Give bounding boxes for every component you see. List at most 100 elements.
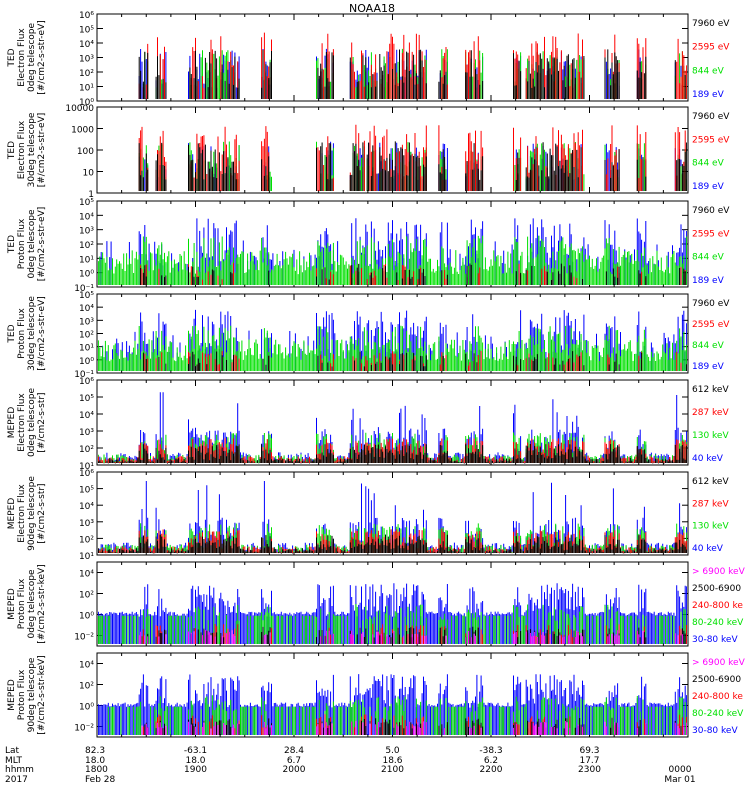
y-tick-label: 10⁴ xyxy=(79,304,94,314)
x-axis-cell-hhmm: 2200 xyxy=(480,765,503,775)
legend-entry: 844 eV xyxy=(692,253,725,263)
y-axis-label-line: 30deg telescope xyxy=(27,296,37,371)
x-axis-cell-mlt: 6.2 xyxy=(484,756,498,766)
y-axis-label-line: [#/cm2-s-str-eV] xyxy=(37,113,47,188)
legend-entry: 2595 eV xyxy=(692,135,730,145)
y-axis-label-line: TED xyxy=(7,141,17,160)
flux-trace-4 xyxy=(140,263,686,285)
panel-5: 10¹ 10² 10³ 10⁴ 10⁵ 10⁶ MEPED Electron Flux 0deg… xyxy=(7,377,729,472)
x-axis-cell-hhmm: 2100 xyxy=(381,765,404,775)
x-axis-cell-lat: -38.3 xyxy=(479,746,502,756)
y-axis-label-line: MEPED xyxy=(7,588,17,620)
x-axis-cell-mlt: 18.6 xyxy=(382,756,402,766)
y-tick-label: 10⁴ xyxy=(79,661,94,671)
legend-entry: 844 eV xyxy=(692,66,725,76)
y-tick-label: 10⁰ xyxy=(79,703,94,713)
flux-trace-5 xyxy=(141,721,687,735)
y-tick-label: 10⁶ xyxy=(79,469,94,479)
y-tick-label: 10⁻¹ xyxy=(74,284,94,294)
legend-entry: 189 eV xyxy=(692,90,725,100)
x-axis-row-label: MLT xyxy=(5,756,23,766)
y-axis-label-line: MEPED xyxy=(7,679,17,711)
y-tick-label: 10 xyxy=(83,169,95,179)
flux-trace-4 xyxy=(98,534,687,554)
flux-trace-4 xyxy=(98,444,687,464)
x-axis-cell-hhmm: 0000 xyxy=(669,765,692,775)
legend-entry: 189 eV xyxy=(692,362,725,372)
y-tick-label: 10¹ xyxy=(79,552,94,562)
legend-entry: 612 keV xyxy=(692,477,729,487)
x-axis-cell-mlt: 17.7 xyxy=(579,756,599,766)
x-axis-row-label: Lat xyxy=(5,746,20,756)
legend-entry: 189 eV xyxy=(692,276,725,286)
y-tick-label: 10² xyxy=(79,445,94,455)
y-tick-label: 10³ xyxy=(79,428,94,438)
y-axis-label-line: 0deg telescope xyxy=(27,388,37,458)
legend-entry: 2595 eV xyxy=(692,229,730,239)
y-tick-label: 10¹ xyxy=(79,84,94,94)
legend-entry: > 6900 keV xyxy=(692,658,746,668)
panel-traces xyxy=(138,124,687,191)
x-axis-cell-lat: 5.0 xyxy=(385,746,400,756)
x-axis-cell-hhmm: 2000 xyxy=(283,765,306,775)
y-axis-label-line: TED xyxy=(7,324,17,343)
y-axis-label-line: Electron Flux xyxy=(17,393,27,452)
y-tick-label: 10⁻² xyxy=(74,724,94,734)
legend-entry: 189 eV xyxy=(692,182,725,192)
y-tick-label: 10⁵ xyxy=(79,291,94,301)
legend-entry: 80-240 keV xyxy=(692,618,744,628)
y-axis-label-line: [#/cm2-s-str-eV] xyxy=(37,296,47,371)
y-tick-label: 10¹ xyxy=(79,255,94,265)
legend-entry: 130 keV xyxy=(692,522,729,532)
legend-entry: 2595 eV xyxy=(692,320,730,330)
x-axis-cell-date: Feb 28 xyxy=(85,775,116,785)
flux-trace-4 xyxy=(138,141,687,191)
panel-1: 10⁰ 10¹ 10² 10³ 10⁴ 10⁵ 10⁶ TED Electron Flux 0de… xyxy=(7,11,730,108)
y-tick-label: 10⁶ xyxy=(79,11,94,21)
panel-3: 10⁻¹ 10⁰ 10¹ 10² 10³ 10⁴ 10⁵ TED Proton Flux 0deg… xyxy=(7,198,730,294)
legend-entry: 844 eV xyxy=(692,341,725,351)
legend-entry: 240-800 ke xyxy=(692,692,743,702)
y-tick-label: 10² xyxy=(79,331,94,341)
y-axis-label-line: 0deg telescope xyxy=(27,569,37,639)
legend-entry: 287 keV xyxy=(692,499,729,509)
y-tick-label: 10⁵ xyxy=(79,26,94,36)
y-tick-label: 10¹ xyxy=(79,462,94,472)
y-tick-label: 10⁰ xyxy=(79,612,94,622)
panel-traces xyxy=(98,583,687,644)
legend-entry: 2500-6900 xyxy=(692,675,741,685)
y-tick-label: 10⁵ xyxy=(79,486,94,496)
legend-entry: 7960 eV xyxy=(692,299,730,309)
flux-trace-2 xyxy=(107,695,686,735)
y-axis-label-line: 0deg telescope xyxy=(27,209,37,279)
y-tick-label: 10⁰ xyxy=(79,270,94,280)
y-axis-label-line: [#/cm2-s-str-eV] xyxy=(37,20,47,95)
x-axis-cell-hhmm: 1900 xyxy=(184,765,207,775)
panel-7: 10⁻² 10⁰ 10² 10⁴ MEPED Proton Flux 0deg telesc… xyxy=(7,561,746,647)
y-axis-label-line: 90deg telescope xyxy=(27,657,37,732)
legend-entry: 7960 eV xyxy=(692,206,730,216)
y-tick-label: 100 xyxy=(77,147,94,157)
y-tick-label: 10² xyxy=(79,535,94,545)
panel-traces xyxy=(98,481,687,554)
legend-entry: 30-80 keV xyxy=(692,635,738,645)
y-axis-label-line: [#/cm2-s-str] xyxy=(37,392,47,452)
y-axis-label-line: Proton Flux xyxy=(17,218,27,269)
y-axis-label-line: Proton Flux xyxy=(17,308,27,359)
y-tick-label: 10² xyxy=(79,682,94,692)
panel-6: 10¹ 10² 10³ 10⁴ 10⁵ 10⁶ MEPED Electron Flux 90de… xyxy=(7,469,729,562)
y-tick-label: 10⁴ xyxy=(79,502,94,512)
y-axis-label-line: MEPED xyxy=(7,498,17,530)
y-axis-label-line: 90deg telescope xyxy=(27,476,37,551)
y-axis-label-line: Proton Flux xyxy=(17,578,27,629)
x-axis-cell-mlt: 6.7 xyxy=(287,756,301,766)
y-tick-label: 10⁴ xyxy=(79,570,94,580)
legend-entry: 240-800 ke xyxy=(692,601,743,611)
y-tick-label: 10² xyxy=(79,241,94,251)
legend-entry: 612 keV xyxy=(692,385,729,395)
y-tick-label: 10⁻¹ xyxy=(74,370,94,380)
x-axis-cell-lat: 82.3 xyxy=(85,746,105,756)
flux-trace-4 xyxy=(142,351,687,371)
flux-trace-4 xyxy=(138,49,686,99)
